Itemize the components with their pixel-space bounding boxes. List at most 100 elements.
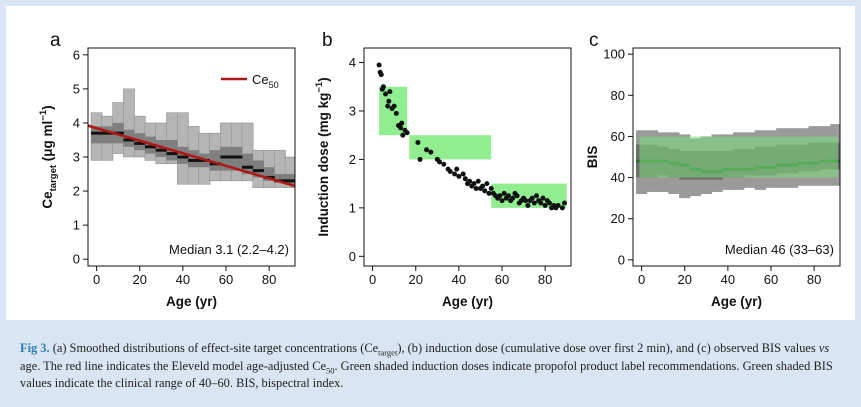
data-point — [499, 198, 505, 204]
data-point — [471, 181, 477, 187]
figure-panel: Cetarget (μg ml−1) 0 20 40 60 80 0 1 2 3 4 5 6 Age (y… — [6, 6, 855, 320]
x-axis-label: Age (yr) — [711, 294, 762, 309]
data-point — [400, 132, 406, 138]
dose-range-2 — [409, 135, 492, 160]
caption-italic: vs — [818, 341, 830, 355]
y-label-sup: −1 — [38, 109, 49, 121]
data-point — [428, 149, 434, 155]
data-point — [488, 185, 494, 191]
data-point — [486, 190, 492, 196]
panel-a: Cetarget (μg ml−1) — [38, 47, 296, 271]
inner-band — [285, 174, 295, 185]
data-point — [480, 183, 486, 189]
y-tick-label: 2 — [73, 184, 80, 199]
y-tick-label: 20 — [611, 211, 625, 226]
data-point — [540, 195, 546, 201]
panel-c: BIS — [585, 47, 841, 271]
x-axis-label: Age (yr) — [442, 294, 493, 309]
x-tick-label: 0 — [369, 272, 376, 287]
caption-text-3: age. The red line indicates the Eleveld … — [20, 358, 326, 373]
data-point — [385, 103, 391, 109]
data-point — [562, 200, 568, 206]
data-point — [447, 169, 453, 175]
caption-sub-2: 50 — [325, 364, 335, 375]
figure-caption: Fig 3. (a) Smoothed distributions of eff… — [20, 340, 850, 393]
y-tick-label: 4 — [349, 55, 356, 70]
inner-band — [101, 126, 114, 144]
caption-sub-1: target — [378, 347, 398, 358]
data-point — [383, 91, 389, 97]
data-point — [559, 205, 565, 211]
data-point — [387, 89, 393, 95]
x-tick-label: 20 — [133, 272, 147, 287]
data-point — [546, 200, 552, 206]
data-point — [555, 202, 561, 208]
data-point — [542, 202, 548, 208]
plot-area-c — [636, 124, 840, 199]
x-axis-label: Age (yr) — [166, 294, 217, 309]
data-point — [393, 110, 399, 116]
y-tick-label: 0 — [349, 249, 356, 264]
median-annotation: Median 46 (33–63) — [725, 242, 834, 257]
data-point — [415, 139, 421, 145]
data-point — [514, 193, 520, 199]
legend-label-sub: 50 — [269, 80, 279, 90]
x-tick-label: 80 — [262, 272, 276, 287]
ce50-line — [88, 124, 295, 188]
data-point — [482, 188, 488, 194]
x-tick-label: 60 — [219, 272, 233, 287]
x-tick-label: 80 — [538, 272, 552, 287]
caption-text-1: (a) Smoothed distributions of effect-sit… — [49, 341, 379, 355]
y-axis-label: Induction dose (mg kg−1) — [314, 77, 331, 236]
y-tick-label: 1 — [73, 218, 80, 233]
x-tick-label: 60 — [495, 272, 509, 287]
inner-band — [274, 174, 286, 181]
legend-label-main: Ce — [252, 72, 269, 87]
y-tick-label: 60 — [611, 129, 625, 144]
data-point — [452, 171, 458, 177]
data-point — [534, 193, 539, 199]
panel-letter: a — [50, 30, 61, 51]
x-tick-label: 60 — [764, 272, 778, 287]
data-point — [497, 193, 503, 199]
data-point — [462, 176, 468, 182]
caption-label: Fig 3. — [20, 341, 50, 355]
data-point — [484, 181, 490, 187]
x-tick-label: 0 — [93, 272, 100, 287]
panel-b: Induction dose (mg kg−1) — [314, 47, 572, 271]
y-label-sup: −1 — [314, 81, 325, 93]
caption-text-2: ), (b) induction dose (cumulative dose o… — [397, 341, 819, 355]
y-tick-label: 4 — [73, 115, 80, 130]
y-tick-label: 1 — [349, 200, 356, 215]
plot-frame — [632, 47, 841, 267]
data-point — [398, 125, 404, 131]
inner-band — [155, 139, 167, 157]
data-point — [460, 171, 466, 177]
data-point — [531, 200, 537, 206]
data-point — [417, 156, 423, 162]
x-tick-label: 40 — [452, 272, 466, 287]
inner-band — [263, 167, 275, 181]
data-point — [505, 193, 511, 199]
x-tick-label: 20 — [678, 272, 692, 287]
inner-band — [91, 126, 103, 144]
y-tick-label: 0 — [73, 252, 80, 267]
plot-area-a — [88, 88, 295, 188]
inner-band — [231, 146, 243, 171]
inner-band — [177, 146, 189, 164]
y-tick-label: 6 — [73, 47, 80, 62]
data-point — [529, 195, 535, 201]
y-label-sub: target — [48, 164, 59, 191]
inner-band — [241, 153, 254, 175]
y-label-main: Induction dose (mg kg — [316, 93, 331, 237]
data-point — [501, 190, 507, 196]
y-tick-label: 3 — [73, 150, 80, 165]
caption-text-4: . Green shaded induction doses indicate … — [20, 358, 833, 391]
data-point — [523, 198, 529, 204]
x-tick-label: 40 — [176, 272, 190, 287]
x-tick-label: 40 — [721, 272, 735, 287]
data-point — [525, 202, 531, 208]
data-point — [475, 178, 481, 184]
clinical-range-band — [639, 136, 838, 178]
